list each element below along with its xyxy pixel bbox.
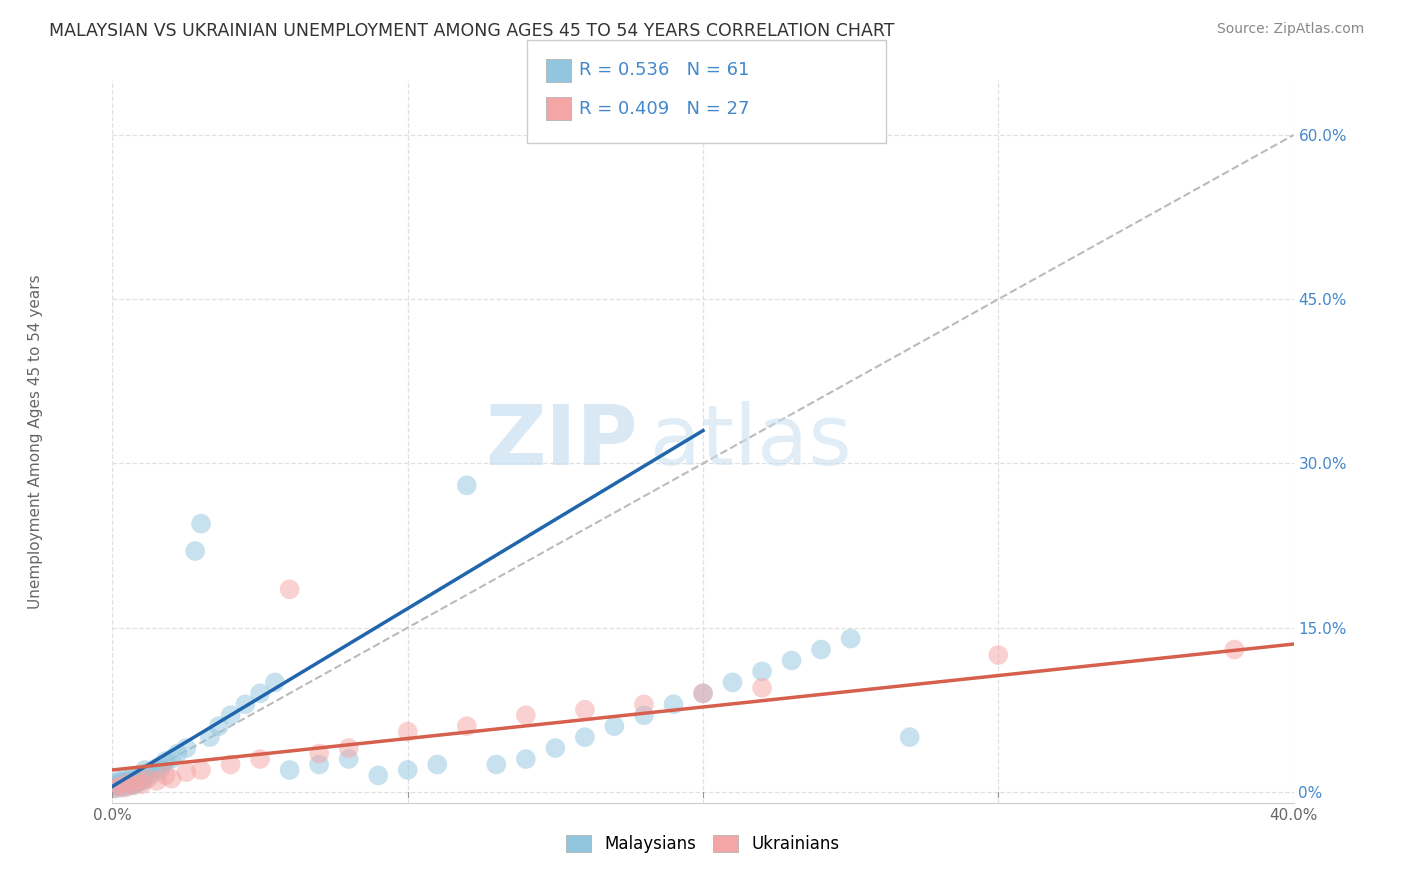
Point xyxy=(898,730,921,744)
Point xyxy=(112,772,135,787)
Point xyxy=(122,773,145,788)
Text: Source: ZipAtlas.com: Source: ZipAtlas.com xyxy=(1216,22,1364,37)
Point xyxy=(136,765,159,780)
Point xyxy=(426,757,449,772)
Point xyxy=(125,776,148,790)
Point xyxy=(198,730,221,744)
Point xyxy=(160,752,183,766)
Point xyxy=(122,778,145,792)
Point xyxy=(544,741,567,756)
Point xyxy=(166,747,188,761)
Point xyxy=(146,773,169,788)
Text: ZIP: ZIP xyxy=(485,401,638,482)
Point xyxy=(1223,642,1246,657)
Point xyxy=(128,771,150,785)
Point xyxy=(131,773,153,788)
Point xyxy=(146,761,169,775)
Point xyxy=(396,724,419,739)
Point xyxy=(721,675,744,690)
Point xyxy=(117,776,138,790)
Point xyxy=(264,675,287,690)
Point xyxy=(152,757,174,772)
Point xyxy=(367,768,389,782)
Point xyxy=(131,777,153,791)
Point xyxy=(101,780,124,794)
Point xyxy=(208,719,231,733)
Point xyxy=(751,681,773,695)
Text: R = 0.409   N = 27: R = 0.409 N = 27 xyxy=(579,100,749,118)
Point xyxy=(134,763,156,777)
Point xyxy=(633,708,655,723)
Point xyxy=(120,772,142,786)
Point xyxy=(190,516,212,531)
Point xyxy=(174,741,197,756)
Point xyxy=(104,776,127,790)
Point xyxy=(456,719,478,733)
Point xyxy=(110,780,132,795)
Point xyxy=(104,781,127,796)
Point xyxy=(396,763,419,777)
Point xyxy=(107,773,129,788)
Point xyxy=(692,686,714,700)
Point xyxy=(110,775,132,789)
Text: atlas: atlas xyxy=(650,401,852,482)
Point xyxy=(662,698,685,712)
Point xyxy=(134,772,156,786)
Point xyxy=(308,747,330,761)
Point xyxy=(120,777,142,791)
Point xyxy=(122,778,145,792)
Point xyxy=(184,544,207,558)
Point xyxy=(249,686,271,700)
Point xyxy=(125,770,148,784)
Point xyxy=(839,632,862,646)
Point xyxy=(155,768,177,782)
Point xyxy=(149,763,172,777)
Point xyxy=(101,781,124,796)
Point xyxy=(337,741,360,756)
Point xyxy=(128,775,150,789)
Point xyxy=(117,780,138,794)
Point xyxy=(574,703,596,717)
Text: R = 0.536   N = 61: R = 0.536 N = 61 xyxy=(579,62,749,79)
Point xyxy=(780,653,803,667)
Point xyxy=(515,708,537,723)
Point xyxy=(603,719,626,733)
Point xyxy=(160,772,183,786)
Point xyxy=(633,698,655,712)
Point xyxy=(810,642,832,657)
Point xyxy=(574,730,596,744)
Point xyxy=(131,768,153,782)
Point xyxy=(107,778,129,792)
Point xyxy=(515,752,537,766)
Point xyxy=(692,686,714,700)
Point xyxy=(112,777,135,791)
Point xyxy=(107,780,129,794)
Point xyxy=(174,765,197,780)
Point xyxy=(278,763,301,777)
Point xyxy=(117,773,138,788)
Point xyxy=(155,754,177,768)
Text: Unemployment Among Ages 45 to 54 years: Unemployment Among Ages 45 to 54 years xyxy=(28,274,44,609)
Point xyxy=(233,698,256,712)
Point xyxy=(112,780,135,795)
Point xyxy=(128,773,150,788)
Point xyxy=(308,757,330,772)
Point xyxy=(456,478,478,492)
Point xyxy=(190,763,212,777)
Point xyxy=(987,648,1010,662)
Point xyxy=(278,582,301,597)
Point xyxy=(139,767,162,781)
Point xyxy=(485,757,508,772)
Point xyxy=(249,752,271,766)
Point xyxy=(136,772,159,786)
Point xyxy=(219,708,242,723)
Point xyxy=(337,752,360,766)
Legend: Malaysians, Ukrainians: Malaysians, Ukrainians xyxy=(560,828,846,860)
Point xyxy=(219,757,242,772)
Text: MALAYSIAN VS UKRAINIAN UNEMPLOYMENT AMONG AGES 45 TO 54 YEARS CORRELATION CHART: MALAYSIAN VS UKRAINIAN UNEMPLOYMENT AMON… xyxy=(49,22,894,40)
Point xyxy=(751,665,773,679)
